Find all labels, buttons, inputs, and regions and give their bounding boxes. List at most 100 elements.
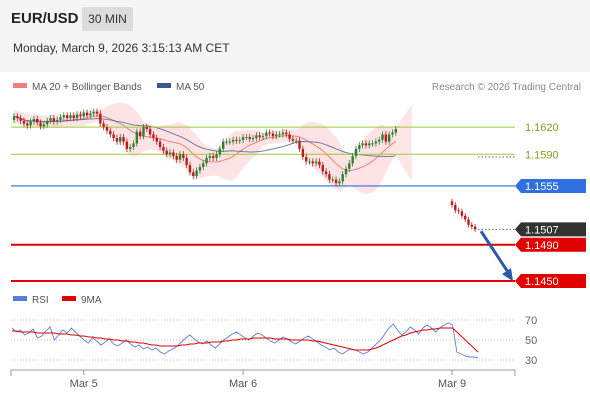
candle (202, 163, 205, 167)
candle (148, 128, 152, 135)
chart-header: EUR/USD 30 MIN Monday, March 9, 2026 3:1… (0, 0, 590, 72)
rsi-tick-label: 70 (525, 315, 537, 327)
candle (245, 137, 248, 139)
candle (158, 141, 162, 148)
rsi-legend-label: RSI (32, 295, 49, 306)
candle (178, 154, 182, 160)
candle (473, 226, 477, 230)
candle (215, 154, 218, 158)
candle (324, 171, 328, 175)
rsi-legend-swatch (13, 296, 27, 301)
candle (470, 224, 473, 227)
candle (185, 157, 188, 166)
candle (361, 143, 364, 146)
candle (364, 143, 368, 146)
candle (205, 157, 208, 164)
forecast-arrowhead (502, 268, 513, 282)
candle (55, 119, 59, 122)
candle (298, 140, 301, 149)
candle (467, 219, 470, 225)
candle (46, 120, 49, 125)
rsi-legend-label: 9MA (81, 295, 102, 306)
candle (72, 115, 75, 119)
candle (225, 141, 228, 143)
candle (348, 163, 351, 169)
candle (69, 115, 72, 119)
candle (198, 166, 202, 171)
candle (314, 161, 318, 164)
candle (49, 118, 52, 121)
candle (79, 114, 82, 117)
candle (321, 165, 324, 172)
candle (331, 179, 334, 181)
candle (235, 139, 238, 141)
candle (172, 152, 175, 157)
candle (208, 156, 212, 158)
candle (16, 116, 19, 119)
candle (308, 161, 311, 163)
candle (384, 134, 388, 142)
candle (19, 118, 22, 121)
candle (374, 141, 378, 144)
candle (221, 141, 225, 149)
candle (464, 215, 467, 220)
candle (328, 174, 331, 180)
candle (381, 134, 384, 140)
candle (155, 138, 158, 142)
candle (168, 152, 172, 155)
candle (39, 122, 42, 127)
x-tick-label: Mar 6 (229, 378, 257, 390)
candle (371, 143, 374, 145)
level-tag-label: 1.1507 (525, 224, 559, 236)
timeframe-badge[interactable]: 30 MIN (82, 7, 133, 31)
candle (268, 132, 271, 134)
candle (454, 204, 457, 211)
candle (265, 132, 268, 137)
candle (394, 128, 397, 133)
candle (251, 138, 255, 139)
candle (26, 123, 29, 126)
candle (311, 161, 314, 164)
rsi-line (11, 322, 479, 359)
candle (241, 137, 245, 140)
candle (238, 139, 241, 141)
candle (138, 131, 142, 137)
forecast-arrow (479, 230, 512, 276)
candle (304, 157, 308, 162)
candle (261, 136, 265, 138)
level-label: 1.1590 (525, 149, 559, 161)
legend-swatch (157, 83, 171, 88)
candle (59, 117, 62, 120)
candle (109, 130, 112, 135)
level-tag (515, 273, 586, 288)
candle (351, 156, 354, 164)
candle (288, 134, 291, 139)
candle (145, 127, 148, 129)
candle (285, 132, 288, 135)
candle (22, 120, 26, 124)
level-label: 1.1620 (525, 122, 559, 134)
candle (450, 201, 454, 205)
candle (358, 145, 361, 149)
rsi-ma-line (12, 327, 479, 353)
candle (75, 114, 79, 119)
candle (152, 134, 155, 138)
candle (275, 134, 278, 137)
candle (142, 127, 145, 137)
legend-swatch (13, 83, 27, 88)
legend-label: MA 50 (176, 82, 205, 93)
candle (99, 113, 102, 124)
candle (457, 210, 460, 212)
rsi-tick-label: 30 (525, 355, 537, 367)
candle (291, 138, 295, 141)
candle (255, 135, 258, 138)
candle (119, 137, 122, 142)
candle (89, 113, 92, 116)
candle (460, 211, 464, 216)
candle (42, 124, 46, 127)
candle (135, 131, 139, 144)
candle (281, 132, 285, 135)
candle (338, 181, 341, 184)
candle (36, 119, 39, 123)
